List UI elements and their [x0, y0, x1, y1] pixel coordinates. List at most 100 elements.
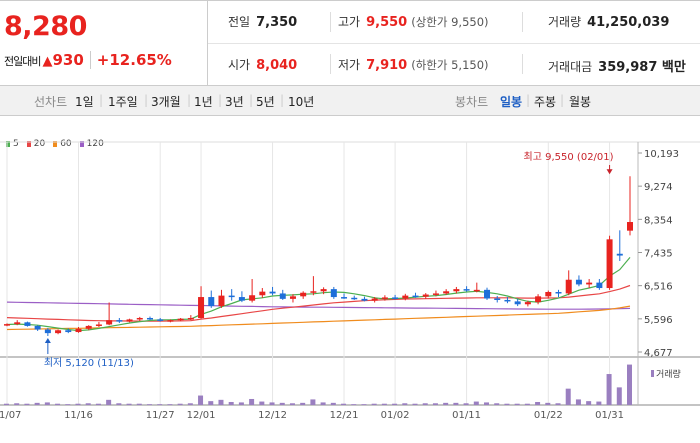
legend-label: 60 — [60, 139, 72, 149]
tab-line-3y[interactable]: 3년 — [225, 95, 244, 109]
candle-body — [320, 289, 327, 292]
volume-bar — [4, 403, 9, 405]
current-price: 8,280 — [4, 11, 87, 42]
candle-body — [106, 320, 113, 325]
candle-body — [157, 319, 164, 321]
volume-bar — [85, 403, 91, 405]
candle-body — [228, 295, 235, 298]
legend-label: 20 — [33, 139, 46, 149]
tab-candle-monthly[interactable]: 월봉 — [569, 95, 592, 109]
candle-body — [392, 297, 399, 299]
candle-body — [361, 298, 368, 301]
volume-bar — [198, 395, 204, 405]
volume-bar — [504, 403, 510, 405]
volume-bar — [627, 364, 632, 405]
candle-body — [85, 325, 92, 329]
volume-bar — [453, 402, 459, 405]
x-tick-label: 12/01 — [187, 410, 216, 421]
candle-body — [381, 297, 388, 299]
candle-body — [198, 297, 205, 318]
legend-swatch — [79, 141, 84, 147]
candle-body — [545, 292, 552, 297]
candle-body — [402, 295, 409, 299]
candle-body — [504, 299, 511, 302]
volume-label: 거래량 — [548, 15, 582, 29]
x-tick-label: 01/31 — [595, 410, 624, 421]
y-tick-label: 5,596 — [644, 315, 673, 326]
volume-bar — [320, 402, 326, 405]
candle-body — [514, 301, 521, 305]
tab-line-10y[interactable]: 10년 — [288, 95, 315, 109]
tab-separator: | — [560, 93, 565, 107]
stats-divider — [208, 43, 700, 44]
low-arrow-icon — [44, 338, 51, 344]
candle-body — [596, 282, 603, 289]
line-chart-heading: 선차트 — [34, 95, 68, 109]
open-value: 8,040 — [256, 58, 298, 73]
volume-bar — [545, 402, 551, 405]
open-price: 시가 8,040 — [228, 56, 297, 73]
high-annotation: 최고 9,550 (02/01) — [524, 151, 614, 163]
tab-line-1y[interactable]: 1년 — [194, 95, 213, 109]
candle-body — [484, 289, 491, 299]
change-label: 전일대비 — [4, 55, 41, 68]
y-tick-label: 9,274 — [644, 182, 673, 193]
x-tick-label: 11/27 — [146, 410, 175, 421]
legend-item: 5 — [6, 139, 19, 149]
volume-bar — [95, 403, 101, 405]
volume-bar — [238, 402, 244, 405]
volume-bar — [565, 388, 571, 405]
candle-body — [65, 330, 72, 333]
volume-bar — [65, 404, 71, 405]
prev-close: 전일 7,350 — [228, 13, 297, 30]
y-tick-label: 7,435 — [644, 249, 673, 260]
volume-bar — [463, 403, 469, 405]
tab-line-5y[interactable]: 5년 — [256, 95, 275, 109]
volume-bar — [44, 402, 50, 405]
candle-body — [330, 289, 337, 298]
candle-body — [167, 320, 174, 322]
volume-bar — [392, 403, 398, 405]
legend-item: 60 — [53, 139, 72, 149]
candle-body — [606, 239, 613, 289]
change-percent: +12.65% — [89, 51, 172, 69]
volume-bar — [289, 403, 295, 405]
tab-candle-weekly[interactable]: 주봉 — [534, 95, 557, 109]
candle-body — [95, 324, 102, 326]
volume-bar — [249, 398, 255, 405]
volume-bar — [412, 403, 418, 405]
candle-body — [126, 319, 133, 322]
candle-body — [55, 330, 62, 334]
stats-divider — [330, 12, 331, 32]
x-tick-label: 12/21 — [330, 410, 359, 421]
candle-body — [535, 296, 542, 303]
candle-body — [116, 320, 123, 322]
candle-body — [34, 325, 41, 330]
candle-body — [187, 317, 194, 320]
trade-value-label: 거래대금 — [548, 60, 593, 74]
volume-bar — [402, 403, 408, 405]
volume-legend-swatch — [651, 370, 654, 377]
lower-limit: (하한가 5,150) — [411, 58, 489, 72]
candlestick-chart: 11/07 11/16 11/27 12/01 12/12 12/21 01/02 01/11… — [0, 141, 700, 421]
candle-body — [218, 295, 225, 307]
y-tick-label: 4,677 — [644, 348, 673, 359]
change-value: 930 — [52, 51, 84, 69]
volume-bar — [361, 404, 367, 405]
tab-line-1w[interactable]: 1주일 — [108, 95, 138, 109]
volume-bar — [116, 403, 122, 405]
candle-body — [351, 297, 358, 300]
price-block: 8,280 전일대비 ▲930 +12.65% — [0, 1, 208, 85]
trade-value: 거래대금 359,987 백만 — [548, 56, 686, 75]
volume-bar — [596, 401, 602, 405]
tab-line-1d[interactable]: 1일 — [75, 95, 94, 109]
volume-bar — [14, 403, 20, 405]
volume-bar — [177, 403, 183, 405]
tab-line-3m[interactable]: 3개월 — [151, 95, 181, 109]
upper-limit: (상한가 9,550) — [411, 15, 489, 29]
candle-body — [4, 324, 10, 326]
volume-bar — [208, 401, 214, 405]
volume: 거래량 41,250,039 — [548, 13, 669, 30]
tab-separator: | — [144, 93, 149, 107]
tab-candle-daily[interactable]: 일봉 — [500, 95, 523, 109]
